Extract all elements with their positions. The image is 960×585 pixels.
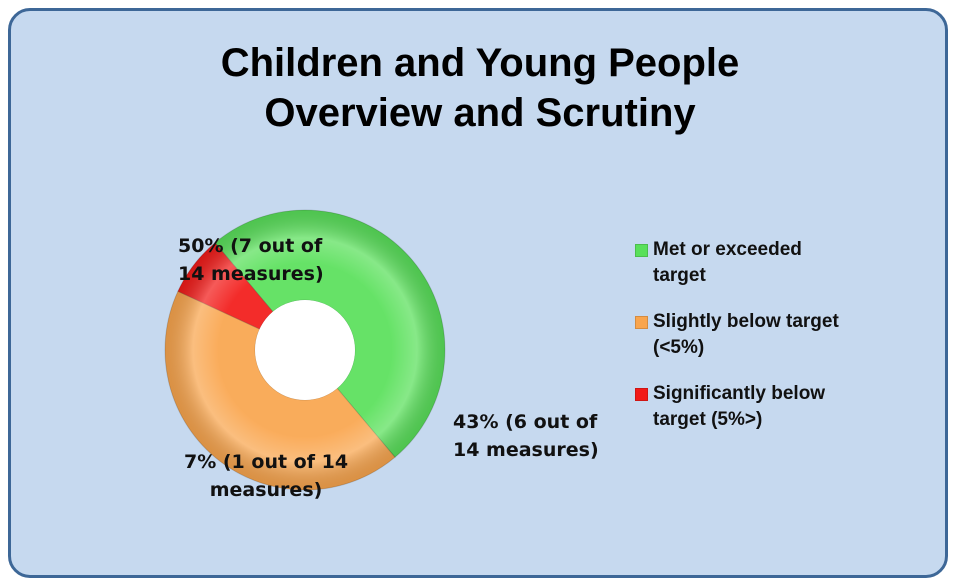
- data-label-slightly-below: 43% (6 out of 14 measures): [453, 408, 599, 464]
- chart-title: Children and Young People Overview and S…: [0, 38, 960, 138]
- legend-label-slightly-below-line-1: Slightly below target: [653, 311, 839, 332]
- data-label-met-line-1: 50% (7 out of: [178, 235, 323, 257]
- chart-title-line-1: Children and Young People: [220, 41, 740, 85]
- legend: Met or exceeded target Slightly below ta…: [633, 237, 933, 453]
- legend-label-significantly-below-line-2: target (5%>): [653, 409, 763, 430]
- data-label-met: 50% (7 out of 14 measures): [178, 232, 324, 288]
- data-label-slightly-below-line-1: 43% (6 out of: [453, 411, 598, 433]
- legend-label-met-line-2: target: [653, 265, 706, 286]
- legend-label-met-line-1: Met or exceeded: [653, 239, 802, 260]
- data-label-significantly-below-line-2: measures): [209, 479, 323, 501]
- data-label-significantly-below-line-1: 7% (1 out of 14: [184, 451, 349, 473]
- legend-item-significantly-below: Significantly below target (5%>): [633, 381, 933, 433]
- data-label-significantly-below: 7% (1 out of 14 measures): [184, 448, 348, 504]
- legend-item-met: Met or exceeded target: [633, 237, 933, 289]
- data-label-met-line-2: 14 measures): [178, 263, 324, 285]
- legend-swatch-met: [635, 244, 648, 257]
- legend-item-slightly-below: Slightly below target (<5%): [633, 309, 933, 361]
- legend-swatch-significantly-below: [635, 388, 648, 401]
- chart-frame: [8, 8, 948, 578]
- legend-label-significantly-below-line-1: Significantly below: [653, 383, 826, 404]
- legend-swatch-slightly-below: [635, 316, 648, 329]
- legend-label-slightly-below-line-2: (<5%): [653, 337, 705, 358]
- chart-title-line-2: Overview and Scrutiny: [264, 91, 696, 135]
- data-label-slightly-below-line-2: 14 measures): [453, 439, 599, 461]
- donut-shading: [165, 210, 445, 490]
